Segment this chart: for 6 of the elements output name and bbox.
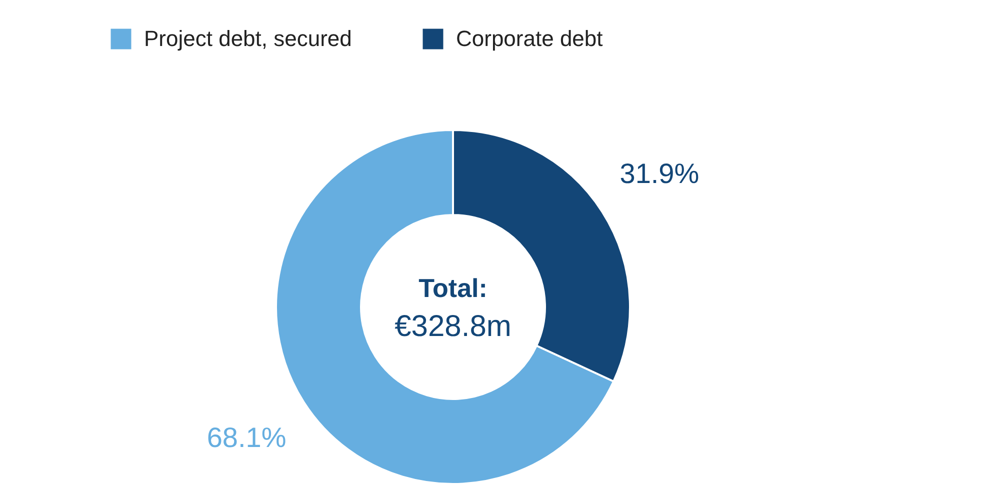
text: Total: <box>418 273 488 303</box>
text: €328.8m <box>394 310 512 343</box>
data-label: 31.9% <box>620 158 700 190</box>
legend-label: Project debt, secured <box>144 26 352 51</box>
data-label: 68.1% <box>206 422 286 453</box>
legend-label: Corporate debt <box>456 26 603 51</box>
